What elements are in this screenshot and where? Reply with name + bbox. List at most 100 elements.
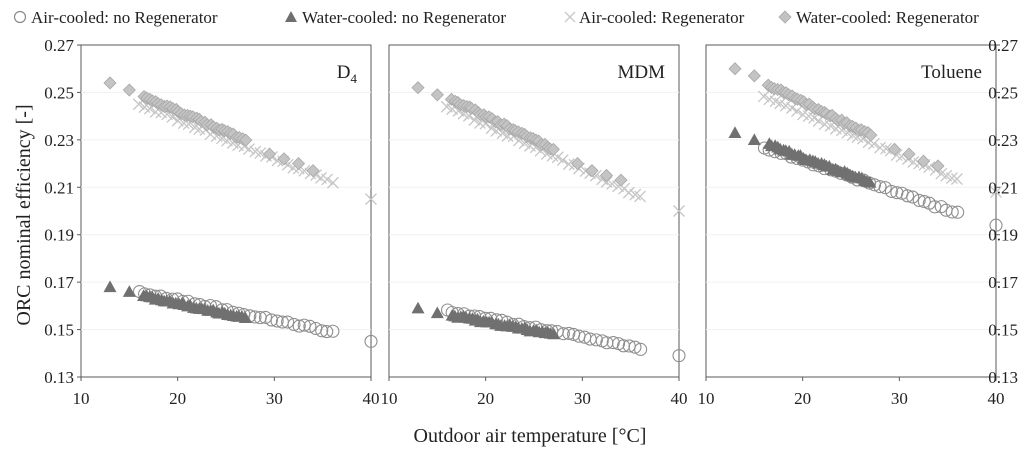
panel-label: D4 <box>337 62 358 86</box>
legend-marker-triangle <box>285 11 297 22</box>
data-point <box>931 159 945 173</box>
y-tick-label: 0.27 <box>44 36 74 55</box>
panel-3: 10 20 30 40 Toluene <box>698 44 1005 408</box>
data-point <box>281 315 295 329</box>
data-point <box>547 327 561 340</box>
data-point <box>556 154 569 167</box>
data-point <box>589 333 603 347</box>
y-tick-label-right: 0.27 <box>988 36 1018 55</box>
series-water-no-regen <box>103 280 252 324</box>
panels: 10 20 30 40 D4 10 20 30 40 MDM 10 20 30 40 Toluene <box>73 44 1005 408</box>
data-point <box>326 176 339 189</box>
data-point <box>411 81 425 95</box>
data-point <box>628 340 642 354</box>
data-point <box>365 193 377 206</box>
x-tick-label: 40 <box>988 389 1005 408</box>
series-water-regen <box>411 81 628 187</box>
data-point <box>747 133 761 146</box>
data-point <box>757 90 770 103</box>
data-point <box>728 126 742 138</box>
series-water-regen <box>103 76 320 178</box>
data-point <box>989 218 1003 232</box>
data-point <box>812 115 825 127</box>
y-tick-label-right: 0.13 <box>988 368 1018 387</box>
y-tick-label-right: 0.21 <box>988 178 1018 197</box>
data-point <box>622 186 635 199</box>
series-water-no-regen <box>728 126 877 188</box>
legend-entry-water-no-regen: Water-cooled: no Regenerator <box>285 8 506 27</box>
data-point <box>606 336 620 350</box>
data-point <box>585 164 599 178</box>
data-point <box>599 168 614 182</box>
data-point <box>570 157 585 171</box>
data-point <box>945 205 959 219</box>
data-point <box>864 128 878 142</box>
legend-label: Water-cooled: no Regenerator <box>302 8 506 27</box>
legend-entry-air-no-regen: Air-cooled: no Regenerator <box>13 8 218 27</box>
y-tick-label-right: 0.23 <box>988 131 1018 150</box>
data-point <box>747 69 761 83</box>
data-point <box>634 190 647 203</box>
data-point <box>791 105 803 118</box>
data-point <box>264 313 279 327</box>
x-tick-label: 40 <box>363 389 380 408</box>
data-point <box>673 205 685 217</box>
y-tick-label: 0.17 <box>44 273 74 292</box>
panel-label: Toluene <box>921 62 982 83</box>
data-point <box>103 280 117 293</box>
x-tick-label: 20 <box>169 389 186 408</box>
data-point <box>916 154 931 168</box>
data-point <box>122 83 136 97</box>
x-tick-label: 20 <box>477 389 494 408</box>
data-point <box>900 189 915 203</box>
y-tick-label: 0.15 <box>44 321 74 340</box>
data-point <box>303 319 317 333</box>
data-point <box>258 310 273 324</box>
data-point <box>270 314 284 328</box>
x-tick-label: 10 <box>381 389 398 408</box>
data-point <box>917 194 931 209</box>
data-point <box>103 76 117 90</box>
panel-2: 10 20 30 40 MDM <box>381 44 688 408</box>
data-point <box>672 349 686 363</box>
data-point <box>430 88 444 102</box>
data-point <box>556 327 570 341</box>
data-point <box>315 324 329 338</box>
legend-label: Air-cooled: no Regenerator <box>31 8 218 27</box>
data-point <box>884 184 899 198</box>
data-point <box>287 317 301 332</box>
data-point <box>950 173 963 185</box>
data-point <box>321 173 334 186</box>
x-axis-title: Outdoor air temperature [°C] <box>414 425 647 447</box>
data-point <box>614 173 628 187</box>
y-tick-label-right: 0.25 <box>988 83 1018 102</box>
legend-marker-circle-open <box>13 10 27 24</box>
y-axis-right: 0.27 0.25 0.23 0.21 0.19 0.17 0.15 0.13 <box>988 36 1018 387</box>
data-point <box>906 190 920 204</box>
data-point <box>863 175 877 188</box>
legend-entry-air-regen: Air-cooled: Regenerator <box>564 8 745 27</box>
panel-1: 10 20 30 40 D4 <box>73 44 380 408</box>
y-tick-label: 0.23 <box>44 131 74 150</box>
data-point <box>878 181 892 195</box>
legend-marker-cross <box>564 11 576 23</box>
data-point <box>902 147 916 161</box>
legend-marker-diamond <box>778 10 792 24</box>
series-air-regen <box>757 90 1002 198</box>
y-tick-label-right: 0.15 <box>988 321 1018 340</box>
data-point <box>562 326 576 340</box>
data-point <box>430 306 444 319</box>
data-point <box>291 157 306 171</box>
y-axis-left: 0.27 0.25 0.23 0.21 0.19 0.17 0.15 0.13 <box>44 36 81 387</box>
y-tick-label: 0.21 <box>44 178 74 197</box>
data-point <box>238 311 252 324</box>
data-point <box>248 310 262 324</box>
data-point <box>326 324 340 338</box>
y-tick-label: 0.19 <box>44 226 74 245</box>
data-point <box>262 147 277 161</box>
data-point <box>320 325 334 339</box>
y-tick-label: 0.13 <box>44 368 74 387</box>
data-point <box>934 200 948 214</box>
y-tick-label: 0.25 <box>44 83 74 102</box>
